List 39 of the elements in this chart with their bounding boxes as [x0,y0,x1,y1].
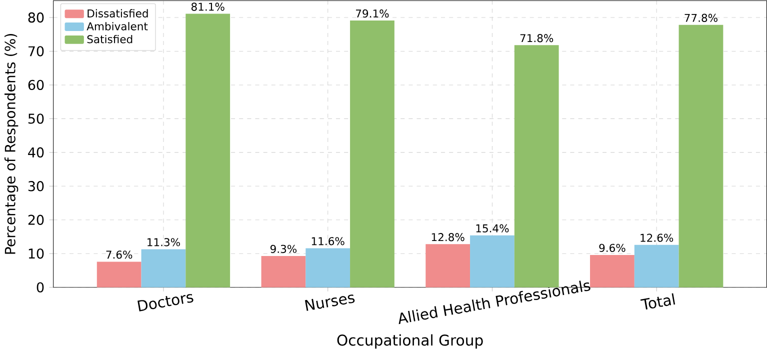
bar [306,248,350,288]
legend-label: Dissatisfied [88,9,148,18]
bar [141,249,186,288]
bar [634,244,679,288]
data-label: 81.1% [191,2,224,11]
y-tick-label: 10 [28,248,44,259]
bar [261,256,306,288]
y-tick-label: 30 [28,180,44,192]
y-tick-label: 0 [36,282,44,292]
bar [186,14,230,288]
x-axis-title: Occupational Group [337,334,483,349]
bar [678,24,724,288]
y-tick-label: 70 [28,46,44,56]
data-label: 12.8% [432,233,464,242]
data-label: 79.1% [356,9,389,18]
x-tick-label: Nurses [304,294,355,311]
y-axis-title: Percentage of Respondents (%) [4,34,18,254]
y-tick-label: 20 [28,214,44,225]
legend-label: Ambivalent [86,22,148,30]
data-label: 12.6% [640,234,674,242]
bar [426,244,470,288]
bar [590,254,634,288]
bar [96,262,142,288]
legend-label: Satisfied [87,34,132,44]
data-label: 9.6% [599,244,626,252]
y-tick-label: 60 [28,80,44,90]
data-label: 7.6% [106,250,132,259]
y-tick-label: 50 [28,114,44,124]
data-label: 9.3% [270,244,297,253]
y-tick-label: 40 [28,147,44,158]
y-tick-label: 80 [28,12,44,23]
data-label: 11.6% [312,237,344,246]
data-label: 15.4% [476,224,509,232]
x-tick-label: Doctors [138,294,194,312]
data-label: 77.8% [684,14,718,22]
data-label: 71.8% [520,34,554,42]
bar [350,20,394,288]
data-label: 11.3% [148,238,180,246]
x-tick-label: Total [640,293,676,310]
